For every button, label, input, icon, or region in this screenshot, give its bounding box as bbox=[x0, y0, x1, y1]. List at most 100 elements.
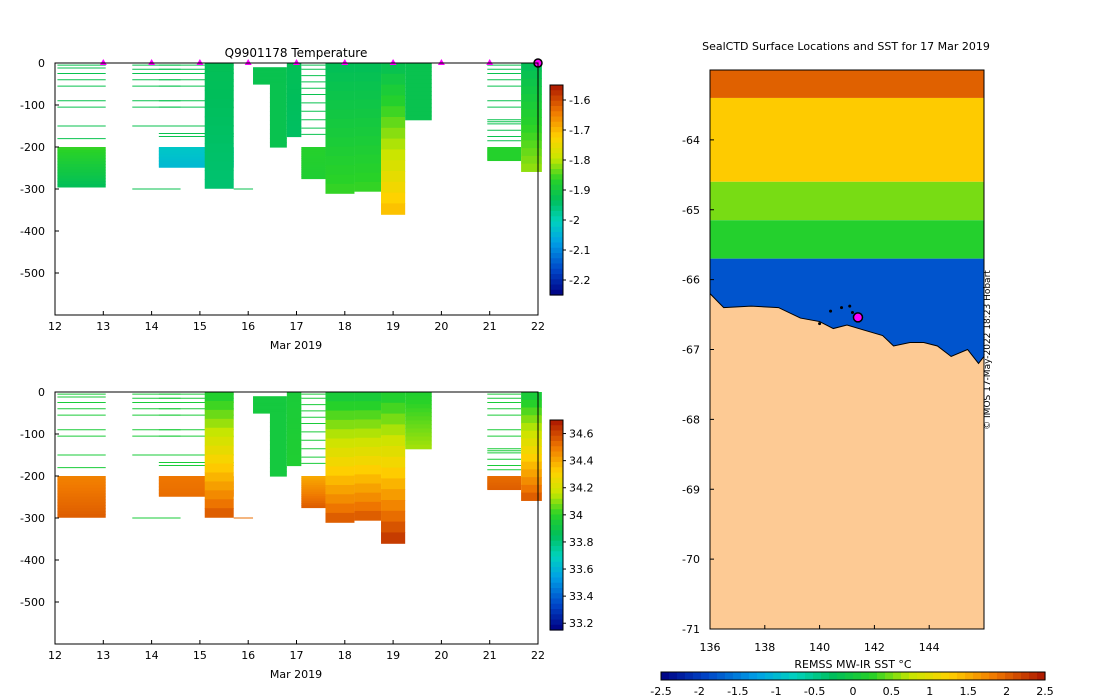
profile-3-band-7 bbox=[204, 454, 234, 465]
sst-colorbar-segment-28 bbox=[885, 672, 894, 680]
colorbar-segment-37 bbox=[550, 279, 563, 286]
y-tick-label-0: 0 bbox=[38, 57, 45, 70]
profile-5-band-1 bbox=[253, 68, 287, 71]
profile-11-band-2 bbox=[381, 413, 406, 425]
x-tick-label-8: 20 bbox=[434, 320, 448, 333]
profile-6-band-6 bbox=[269, 440, 287, 446]
profile-5-band-7 bbox=[253, 404, 287, 407]
profile-6-band-9 bbox=[269, 124, 287, 130]
colorbar-segment-26 bbox=[550, 221, 563, 228]
colorbar-segment-35 bbox=[550, 603, 563, 610]
profile-8-band-9 bbox=[301, 167, 326, 171]
colorbar-segment-9 bbox=[550, 467, 563, 474]
surface-marker-0 bbox=[99, 59, 107, 65]
colorbar-segment-39 bbox=[550, 624, 563, 631]
profile-2-band-7 bbox=[158, 157, 234, 160]
sst-colorbar-segment-42 bbox=[997, 672, 1006, 680]
colorbar-segment-4 bbox=[550, 106, 563, 112]
profile-5-band-12 bbox=[253, 81, 287, 84]
profile-11-band-9 bbox=[381, 489, 406, 501]
colorbar-tick-label-5: -2.1 bbox=[569, 244, 590, 257]
profile-0-band-4 bbox=[57, 158, 106, 162]
profile-0-band-9 bbox=[57, 502, 106, 506]
profile-7-band-1 bbox=[286, 68, 302, 75]
sst-colorbar-segment-26 bbox=[869, 672, 878, 680]
profile-8-band-6 bbox=[301, 489, 326, 493]
colorbar-frame bbox=[549, 419, 564, 631]
profile-10-band-2 bbox=[354, 410, 382, 421]
colorbar-tick-label-6: -2.2 bbox=[569, 274, 590, 287]
profile-0-band-5 bbox=[57, 161, 106, 165]
colorbar-tick-label-1: -1.7 bbox=[569, 124, 590, 137]
profile-6-band-1 bbox=[269, 88, 287, 94]
profile-7-band-0 bbox=[286, 392, 302, 398]
profile-8-band-2 bbox=[301, 151, 326, 155]
sst-colorbar-tick-label-1: -2 bbox=[694, 685, 705, 698]
colorbar-segment-14 bbox=[550, 493, 563, 500]
profile-13-band-4 bbox=[487, 150, 522, 153]
profile-12-band-6 bbox=[405, 416, 432, 421]
profile-10-band-9 bbox=[354, 474, 382, 485]
sst-band-1 bbox=[710, 97, 984, 182]
profile-10-band-8 bbox=[354, 465, 382, 475]
profile-12-band-2 bbox=[405, 400, 432, 405]
profile-0-band-9 bbox=[57, 172, 106, 177]
profile-13-band-5 bbox=[487, 480, 522, 483]
profile-0-band-0 bbox=[57, 476, 106, 480]
sst-colorbar-segment-0 bbox=[661, 672, 670, 680]
colorbar-segment-15 bbox=[550, 163, 563, 170]
profile-10-band-9 bbox=[354, 145, 382, 156]
profile-3-band-11 bbox=[204, 161, 234, 171]
profile-6-band-3 bbox=[269, 97, 287, 103]
x-tick-label-5: 17 bbox=[290, 649, 304, 662]
profile-10-band-12 bbox=[354, 172, 382, 183]
sst-band-3 bbox=[710, 220, 984, 259]
salinity-x-ticks: 12 13 14 15 16 17 18 19 20 21 22 bbox=[48, 640, 545, 662]
profile-10-band-11 bbox=[354, 492, 382, 503]
profile-10-band-1 bbox=[354, 72, 382, 82]
lat-tick-label-6: -70 bbox=[682, 553, 700, 566]
sst-colorbar-segment-4 bbox=[693, 672, 702, 680]
profile-13-band-13 bbox=[487, 488, 522, 491]
profile-8-band-10 bbox=[301, 169, 326, 173]
profile-5-band-6 bbox=[253, 74, 287, 77]
colorbar-segment-12 bbox=[550, 148, 563, 154]
profile-10-band-6 bbox=[354, 117, 382, 128]
profile-10-band-12 bbox=[354, 501, 382, 512]
profile-10-band-7 bbox=[354, 456, 382, 466]
profile-13-band-0 bbox=[487, 147, 522, 149]
profile-5-band-5 bbox=[253, 73, 287, 75]
profile-9-band-13 bbox=[325, 183, 355, 194]
profile-14-band-13 bbox=[521, 492, 542, 501]
seal-position-2 bbox=[840, 306, 844, 310]
profile-5-band-7 bbox=[253, 75, 287, 78]
profile-11-band-10 bbox=[381, 500, 406, 512]
profile-2-band-13 bbox=[158, 165, 234, 168]
surface-marker-1 bbox=[148, 59, 156, 65]
profile-6-band-11 bbox=[269, 133, 287, 139]
profile-6-band-7 bbox=[269, 115, 287, 121]
profile-8-band-11 bbox=[301, 171, 326, 175]
sst-colorbar-segment-41 bbox=[989, 672, 998, 680]
profile-3-band-7 bbox=[204, 125, 234, 136]
y-tick-label-0: 0 bbox=[38, 386, 45, 399]
profile-11-band-1 bbox=[381, 402, 406, 415]
profile-3-band-11 bbox=[204, 490, 234, 500]
sst-colorbar-segment-36 bbox=[949, 672, 958, 680]
profile-6-band-4 bbox=[269, 102, 287, 108]
salinity-panel: 12 13 14 15 16 17 18 19 20 21 22 0 -100 -200 -300 -400… bbox=[20, 386, 593, 681]
profile-3-band-13 bbox=[204, 508, 234, 518]
profile-6-band-2 bbox=[269, 422, 287, 428]
colorbar-tick-label-3: -1.9 bbox=[569, 184, 590, 197]
sst-colorbar-segment-37 bbox=[957, 672, 966, 680]
profile-9-band-8 bbox=[325, 137, 355, 148]
sst-colorbar-segment-20 bbox=[821, 672, 830, 680]
profile-10-band-5 bbox=[354, 437, 382, 448]
sst-colorbar-segment-47 bbox=[1037, 672, 1046, 680]
profile-0-band-8 bbox=[57, 169, 106, 174]
profile-2-band-12 bbox=[158, 164, 234, 167]
profile-12-band-7 bbox=[405, 91, 432, 96]
sst-colorbar-segment-44 bbox=[1013, 672, 1022, 680]
sst-colorbar-segment-13 bbox=[765, 672, 774, 680]
lat-tick-label-5: -69 bbox=[682, 483, 700, 496]
